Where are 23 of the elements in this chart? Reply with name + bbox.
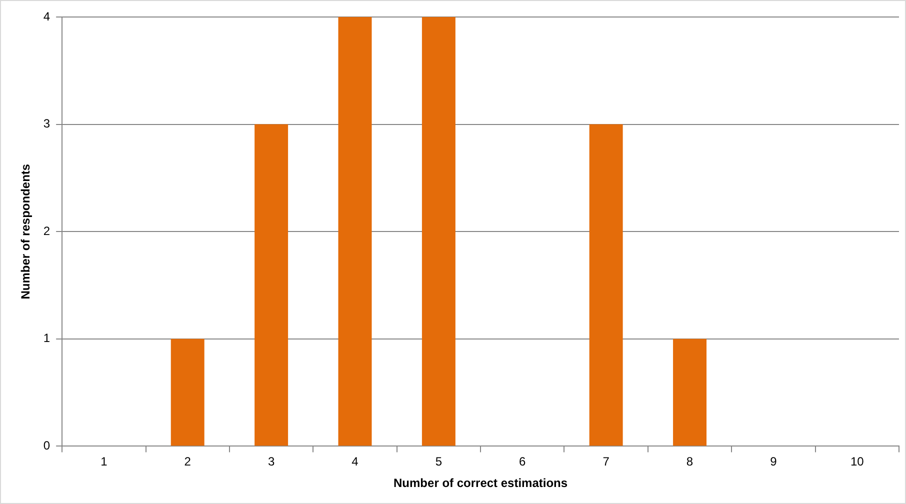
bar [673, 338, 707, 446]
y-tick-label: 3 [43, 116, 50, 131]
x-tick-label: 3 [268, 454, 275, 469]
x-tick-label: 2 [184, 454, 192, 469]
x-tick-label: 7 [602, 454, 610, 469]
x-tick-label: 5 [435, 454, 442, 469]
x-tick-label: 4 [352, 454, 359, 469]
y-tick-label: 0 [43, 438, 50, 453]
bar [589, 124, 623, 446]
y-tick-label: 2 [43, 224, 50, 238]
x-tick-label: 10 [850, 454, 864, 469]
x-tick-label: 8 [686, 454, 694, 469]
x-tick-label: 9 [770, 454, 778, 469]
x-tick-label: 6 [519, 454, 526, 469]
bar [254, 124, 288, 446]
y-tick-label: 1 [43, 331, 50, 346]
y-axis-title: Number of respondents [18, 164, 33, 300]
y-tick-label: 4 [43, 9, 50, 24]
bar [422, 17, 456, 446]
x-tick-label: 1 [100, 454, 108, 469]
x-axis-title: Number of correct estimations [394, 476, 568, 490]
bar [170, 338, 204, 446]
bar [338, 17, 372, 446]
